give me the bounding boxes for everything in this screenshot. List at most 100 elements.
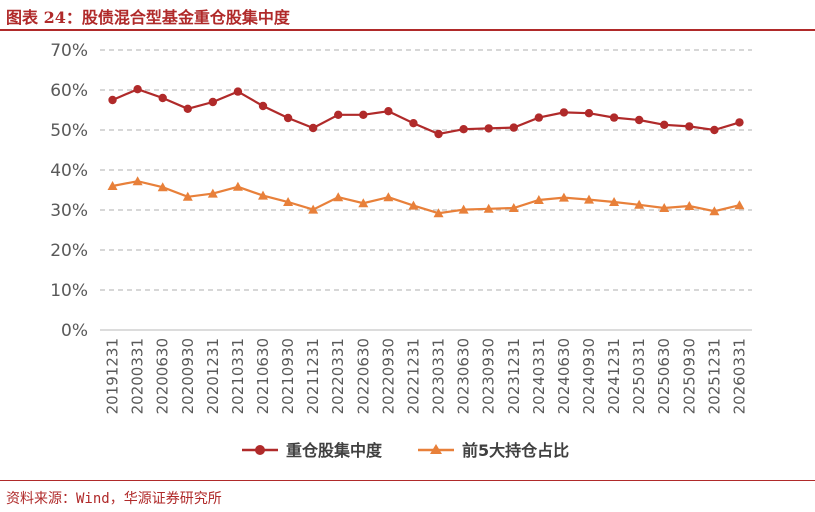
grid-lines <box>100 49 752 331</box>
data-point <box>384 107 393 116</box>
data-point <box>634 199 645 209</box>
data-point <box>584 109 594 118</box>
y-tick-label: 30% <box>50 201 88 221</box>
x-tick-labels: 20191231 20200331 20200630 20200930 20201231… <box>104 338 749 414</box>
x-tick-label: 20240930 <box>580 338 598 414</box>
data-point <box>484 124 493 133</box>
data-point <box>533 195 544 204</box>
data-point <box>308 204 319 214</box>
figure-title: 图表 24：股债混合型基金重仓股集中度 <box>6 8 290 27</box>
legend-marker <box>255 445 265 455</box>
data-point <box>433 208 444 218</box>
x-tick-label: 20221231 <box>404 338 422 414</box>
data-point <box>258 190 268 200</box>
data-point <box>509 123 518 132</box>
y-tick-label: 20% <box>50 241 88 261</box>
x-tick-label: 20191231 <box>104 338 122 414</box>
x-tick-label: 20220930 <box>379 338 397 414</box>
series-line-1 <box>112 88 740 136</box>
data-point <box>182 191 193 201</box>
data-point <box>584 194 594 204</box>
y-tick-labels: 0% 10% 20% 30% 40% 50% 60% 70% <box>50 41 88 341</box>
data-point <box>559 108 569 117</box>
data-point <box>207 188 218 198</box>
data-point <box>685 122 694 131</box>
data-point <box>483 203 494 213</box>
data-point <box>609 197 620 206</box>
data-point <box>710 125 719 135</box>
data-point <box>107 181 118 190</box>
data-point <box>233 87 243 96</box>
x-tick-label: 20260331 <box>730 338 748 414</box>
data-point <box>684 201 695 210</box>
y-tick-label: 50% <box>50 121 88 141</box>
x-tick-label: 20211231 <box>304 338 322 414</box>
data-point <box>409 119 418 128</box>
x-tick-label: 20210630 <box>254 338 272 414</box>
y-tick-label: 0% <box>61 321 88 341</box>
data-point <box>383 192 394 202</box>
legend-marker <box>430 444 442 454</box>
series-layer <box>107 85 745 218</box>
data-point <box>358 198 369 208</box>
data-point <box>158 93 167 103</box>
data-point <box>208 97 218 107</box>
x-tick-label: 20240630 <box>555 338 573 414</box>
data-point <box>232 181 243 191</box>
y-tick-label: 70% <box>50 41 88 61</box>
x-tick-label: 20210331 <box>229 338 247 414</box>
x-tick-label: 20220331 <box>329 338 347 414</box>
data-point <box>709 206 720 216</box>
x-tick-label: 20250930 <box>680 338 698 414</box>
x-tick-label: 20220630 <box>354 338 372 414</box>
x-tick-label: 20250331 <box>630 338 648 414</box>
x-tick-label: 20230331 <box>430 338 448 414</box>
data-point <box>258 101 268 111</box>
data-point <box>659 203 670 212</box>
data-point <box>132 176 143 186</box>
x-tick-label: 20200930 <box>179 338 197 414</box>
data-point <box>283 197 294 206</box>
data-point <box>609 113 619 122</box>
title-underline <box>0 29 815 31</box>
x-tick-label: 20241231 <box>605 338 623 414</box>
data-point <box>534 113 544 122</box>
y-tick-label: 40% <box>50 161 88 181</box>
legend-label: 重仓股集中度 <box>286 441 383 460</box>
data-point <box>108 95 117 105</box>
series-line-2 <box>112 180 740 215</box>
x-tick-label: 20230930 <box>480 338 498 414</box>
data-point <box>334 110 343 120</box>
data-point <box>283 113 293 123</box>
x-tick-label: 20200331 <box>129 338 147 414</box>
data-point <box>458 204 469 214</box>
legend: 重仓股集中度 前5大持仓占比 <box>242 441 569 460</box>
y-tick-label: 10% <box>50 281 88 301</box>
data-point <box>660 120 669 129</box>
data-point <box>734 200 745 210</box>
x-tick-label: 20240331 <box>530 338 548 414</box>
x-tick-label: 20250630 <box>655 338 673 414</box>
data-point <box>308 123 318 133</box>
data-point <box>508 203 519 212</box>
data-point <box>735 118 744 127</box>
data-point <box>359 110 368 120</box>
x-tick-label: 20201231 <box>204 338 222 414</box>
x-tick-label: 20210930 <box>279 338 297 414</box>
legend-label: 前5大持仓占比 <box>462 441 569 460</box>
data-point <box>157 182 168 192</box>
source-note: 资料来源：Wind，华源证券研究所 <box>6 491 222 507</box>
x-tick-label: 20200630 <box>154 338 172 414</box>
data-point <box>408 200 419 210</box>
data-point <box>183 104 192 114</box>
data-point <box>634 115 644 125</box>
footer-rule <box>0 480 815 481</box>
data-point <box>133 85 142 94</box>
data-point <box>434 129 443 139</box>
data-point <box>459 125 468 134</box>
data-point <box>333 192 344 202</box>
data-point <box>558 192 569 202</box>
x-tick-label: 20230630 <box>455 338 473 414</box>
x-tick-label: 20251231 <box>705 338 723 414</box>
